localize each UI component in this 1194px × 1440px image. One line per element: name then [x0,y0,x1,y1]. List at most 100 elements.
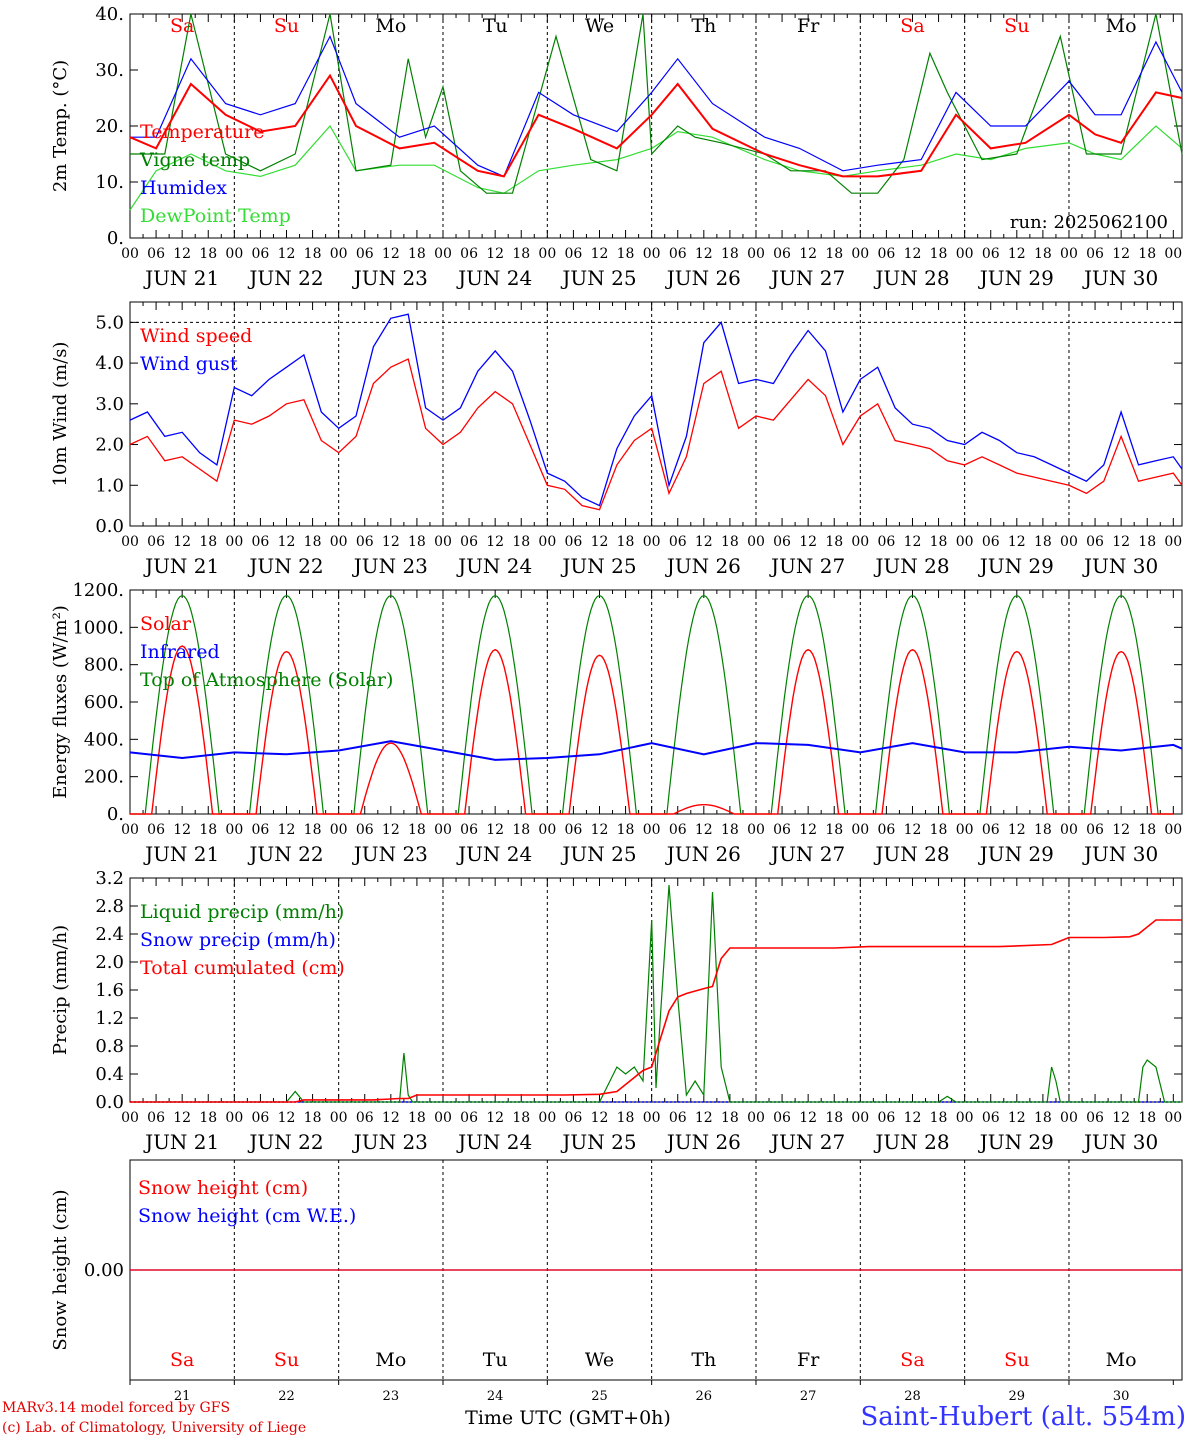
hour-tick-label: 06 [669,534,687,550]
y-tick-label: 3.0 [95,394,124,415]
y-tick-label: 3.2 [95,868,124,889]
hour-tick-label: 00 [1164,1110,1182,1126]
hour-tick-label: 00 [851,534,869,550]
hour-tick-label: 18 [1034,822,1052,838]
hour-tick-label: 12 [695,822,713,838]
hour-tick-label: 12 [382,822,400,838]
day-label: JUN 22 [247,266,323,290]
weekday-label: Sa [900,1349,924,1371]
legend-entry: Total cumulated (cm) [140,957,345,979]
hour-tick-label: 06 [356,246,374,262]
weekday-label: Mo [375,15,406,37]
hour-tick-label: 06 [982,246,1000,262]
hour-tick-label: 00 [956,534,974,550]
legend-entry: Humidex [140,177,227,199]
y-tick-label: 0.0 [95,1092,124,1113]
panel-1: 0. 10. 20. 30. 40. 2m Temp. (°C) 00 06 12 18 00 06 1… [50,4,1183,290]
hour-tick-label: 12 [591,246,609,262]
hour-tick-label: 18 [1138,822,1156,838]
hour-tick-label: 12 [278,1110,296,1126]
day-label: JUN 24 [456,842,532,866]
hour-tick-label: 00 [225,822,243,838]
weekday-label: We [585,15,614,37]
day-label: JUN 26 [665,554,741,578]
hour-tick-label: 00 [330,534,348,550]
hour-tick-label: 18 [408,1110,426,1126]
series-line-humidex [130,34,1183,178]
hour-tick-label: 06 [773,534,791,550]
hour-tick-label: 06 [564,246,582,262]
day-label: JUN 30 [1082,842,1158,866]
hour-tick-label: 06 [877,534,895,550]
day-label: JUN 23 [352,842,428,866]
day-label: JUN 25 [560,1130,636,1154]
hour-tick-label: 00 [851,246,869,262]
hour-tick-label: 12 [695,1110,713,1126]
y-tick-label: 400. [84,729,124,750]
hour-tick-label: 18 [199,246,217,262]
hour-tick-label: 06 [356,1110,374,1126]
hour-tick-label: 00 [643,246,661,262]
hour-tick-label: 12 [591,534,609,550]
hour-tick-label: 06 [773,246,791,262]
day-label: JUN 24 [456,554,532,578]
hour-tick-label: 06 [1086,822,1104,838]
hour-tick-label: 12 [486,534,504,550]
hour-tick-label: 00 [434,246,452,262]
hour-tick-label: 00 [538,246,556,262]
hour-tick-label: 06 [147,822,165,838]
lab-credit: (c) Lab. of Climatology, University of L… [2,1420,307,1436]
hour-tick-label: 00 [225,1110,243,1126]
hour-tick-label: 18 [304,534,322,550]
hour-tick-label: 18 [1138,1110,1156,1126]
plot-frame [129,589,1183,815]
hour-tick-label: 06 [773,822,791,838]
y-tick-label: 30. [95,60,124,81]
hour-tick-label: 00 [434,822,452,838]
hour-tick-label: 06 [460,534,478,550]
hour-tick-label: 06 [564,534,582,550]
hour-tick-label: 12 [695,246,713,262]
day-label: JUN 23 [352,1130,428,1154]
day-number: 26 [696,1389,713,1404]
weekday-label: Mo [1106,1349,1137,1371]
weekday-label: Su [1004,1349,1029,1371]
hour-tick-label: 00 [434,1110,452,1126]
hour-tick-label: 06 [251,246,269,262]
hour-tick-label: 06 [669,822,687,838]
day-label: JUN 21 [143,266,219,290]
hour-tick-label: 12 [173,534,191,550]
hour-tick-label: 12 [799,822,817,838]
weekday-label: Sa [900,15,924,37]
hour-tick-label: 00 [643,534,661,550]
legend-entry: DewPoint Temp [140,205,291,227]
hour-tick-label: 00 [643,1110,661,1126]
y-tick-label: 600. [84,692,124,713]
hour-tick-label: 18 [930,246,948,262]
hour-tick-label: 18 [1034,1110,1052,1126]
day-label: JUN 21 [143,842,219,866]
legend-entry: Vigne temp [139,149,250,171]
day-label: JUN 30 [1082,266,1158,290]
hour-tick-label: 00 [434,534,452,550]
hour-tick-label: 12 [1112,246,1130,262]
hour-tick-label: 06 [251,534,269,550]
hour-tick-label: 12 [1112,822,1130,838]
day-label: JUN 29 [978,266,1054,290]
day-label: JUN 22 [247,554,323,578]
y-tick-label: 0.00 [84,1260,124,1281]
weekday-label: Su [274,1349,299,1371]
hour-tick-label: 00 [747,1110,765,1126]
hour-tick-label: 12 [904,534,922,550]
y-tick-label: 800. [84,655,124,676]
y-tick-label: 2.4 [95,924,124,945]
hour-tick-label: 06 [1086,246,1104,262]
y-tick-label: 40. [95,4,124,25]
day-number: 25 [591,1389,608,1404]
day-number: 30 [1113,1389,1130,1404]
hour-tick-label: 12 [382,1110,400,1126]
hour-tick-label: 00 [956,822,974,838]
hour-tick-label: 12 [591,822,609,838]
hour-tick-label: 12 [799,534,817,550]
hour-tick-label: 18 [1138,534,1156,550]
